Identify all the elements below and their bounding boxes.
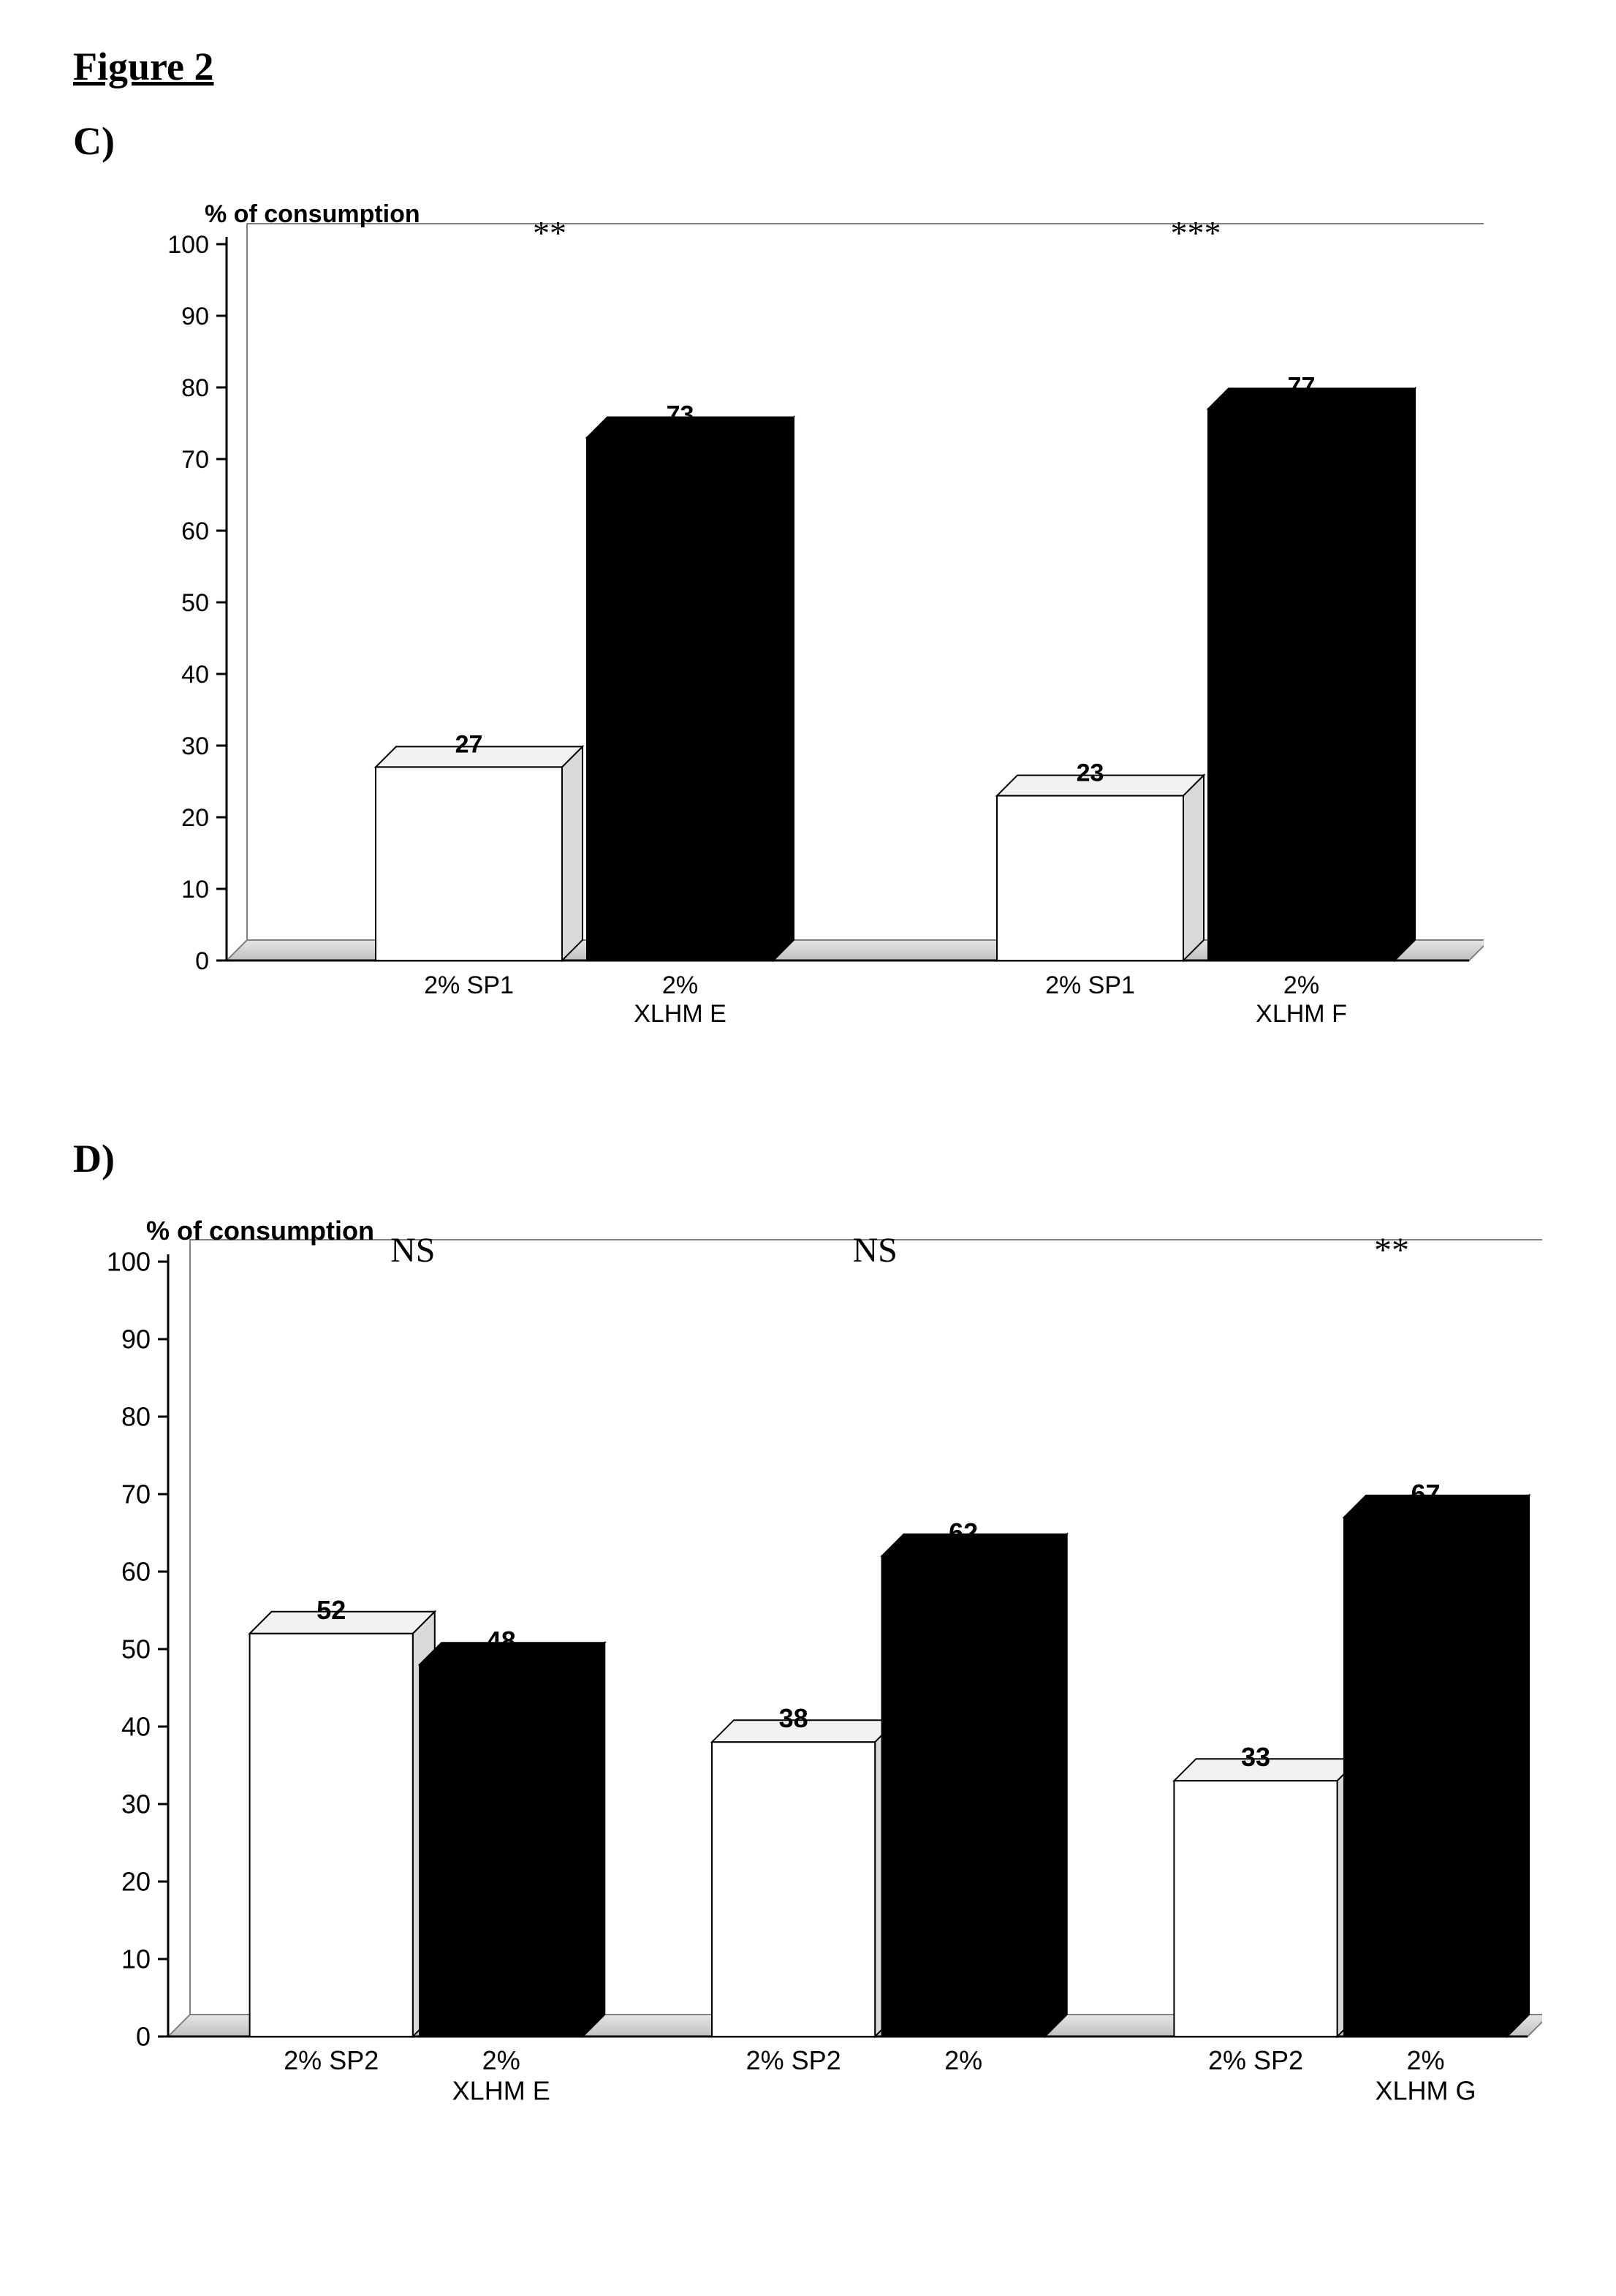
svg-text:0: 0 xyxy=(195,947,209,975)
panel-label-C: C) xyxy=(73,118,1543,164)
svg-text:2%: 2% xyxy=(662,971,698,999)
panel-D: D) 0 10 20 30 40 50 60 70 80 90 100% of consumptio… xyxy=(73,1136,1543,2124)
svg-text:67: 67 xyxy=(1411,1479,1440,1509)
svg-text:77: 77 xyxy=(1288,372,1316,400)
svg-text:2% SP2: 2% SP2 xyxy=(1208,2045,1303,2075)
svg-text:27: 27 xyxy=(455,730,483,758)
svg-text:52: 52 xyxy=(316,1595,346,1625)
chart-D-wrap: 0 10 20 30 40 50 60 70 80 90 100% of consumption NS… xyxy=(102,1196,1543,2124)
svg-text:30: 30 xyxy=(181,732,209,760)
svg-text:50: 50 xyxy=(181,589,209,617)
svg-text:% of consumption: % of consumption xyxy=(146,1216,374,1246)
svg-text:2%: 2% xyxy=(944,2045,982,2075)
svg-text:2%: 2% xyxy=(482,2045,520,2075)
svg-text:23: 23 xyxy=(1077,759,1104,787)
figure-page: Figure 2 C) 0102030405060708090100% of c… xyxy=(0,0,1616,2296)
svg-text:2%: 2% xyxy=(1283,971,1319,999)
svg-text:48: 48 xyxy=(487,1626,516,1656)
svg-text:**: ** xyxy=(1374,1231,1409,1270)
chart-D: 0 10 20 30 40 50 60 70 80 90 100% of consumption NS… xyxy=(102,1196,1542,2124)
svg-text:60: 60 xyxy=(181,518,209,545)
svg-text:80: 80 xyxy=(121,1402,151,1432)
svg-text:70: 70 xyxy=(181,446,209,474)
svg-text:XLHM E: XLHM E xyxy=(452,2075,550,2105)
figure-title: Figure 2 xyxy=(73,44,1543,89)
svg-text:38: 38 xyxy=(779,1703,808,1733)
svg-text:2% SP1: 2% SP1 xyxy=(1045,971,1135,999)
svg-text:30: 30 xyxy=(121,1789,151,1819)
svg-text:80: 80 xyxy=(181,374,209,402)
chart-C: 0 10 20 30 40 50 60 70 80 90 100 % of consumption **… xyxy=(161,178,1484,1048)
svg-text:100: 100 xyxy=(107,1247,151,1277)
svg-text:NS: NS xyxy=(853,1231,898,1270)
chart-C-wrap: 0 10 20 30 40 50 60 70 80 90 100 % of consumption **… xyxy=(161,178,1543,1048)
svg-text:33: 33 xyxy=(1241,1742,1270,1772)
svg-text:**: ** xyxy=(533,214,566,251)
svg-text:2% SP2: 2% SP2 xyxy=(746,2045,841,2075)
svg-text:40: 40 xyxy=(181,661,209,689)
panel-label-D: D) xyxy=(73,1136,1543,1181)
svg-text:90: 90 xyxy=(121,1325,151,1355)
svg-text:70: 70 xyxy=(121,1479,151,1509)
svg-text:10: 10 xyxy=(181,876,209,903)
svg-text:NS: NS xyxy=(390,1231,435,1270)
svg-text:90: 90 xyxy=(181,303,209,330)
svg-text:XLHM F: XLHM F xyxy=(1256,1000,1347,1028)
svg-text:73: 73 xyxy=(667,401,694,429)
svg-text:XLHM G: XLHM G xyxy=(1375,2075,1476,2105)
svg-text:100: 100 xyxy=(167,231,209,259)
svg-text:60: 60 xyxy=(121,1557,151,1587)
svg-text:2% SP1: 2% SP1 xyxy=(424,971,514,999)
svg-text:0: 0 xyxy=(136,2022,151,2052)
svg-text:40: 40 xyxy=(121,1712,151,1742)
svg-text:XLHM E: XLHM E xyxy=(634,1000,727,1028)
svg-text:10: 10 xyxy=(121,1944,151,1974)
svg-text:50: 50 xyxy=(121,1634,151,1664)
svg-text:% of consumption: % of consumption xyxy=(205,200,420,228)
panel-C: C) 0 10 20 30 40 50 60 70 80 90 100 % of consumptio… xyxy=(73,118,1543,1048)
svg-text:2%: 2% xyxy=(1406,2045,1444,2075)
svg-text:20: 20 xyxy=(181,804,209,832)
svg-text:2% SP2: 2% SP2 xyxy=(284,2045,379,2075)
svg-text:20: 20 xyxy=(121,1867,151,1897)
svg-text:***: *** xyxy=(1171,214,1221,251)
svg-text:62: 62 xyxy=(949,1518,978,1547)
